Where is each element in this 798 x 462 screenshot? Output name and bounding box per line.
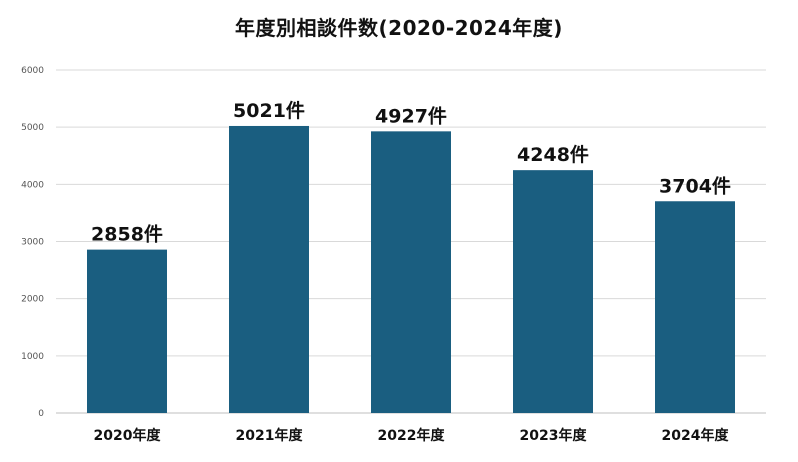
x-tick-label: 2021年度 bbox=[236, 427, 304, 444]
chart-title: 年度別相談件数(2020-2024年度) bbox=[235, 16, 563, 40]
data-label: 4248件 bbox=[517, 143, 589, 166]
data-label: 5021件 bbox=[233, 99, 305, 122]
x-tick-label: 2022年度 bbox=[378, 427, 446, 444]
bar bbox=[513, 170, 593, 413]
y-tick-label: 6000 bbox=[21, 66, 44, 76]
x-tick-label: 2023年度 bbox=[520, 427, 588, 444]
bar bbox=[371, 131, 451, 413]
data-label: 2858件 bbox=[91, 223, 163, 246]
data-label: 3704件 bbox=[659, 174, 731, 197]
y-tick-label: 4000 bbox=[21, 180, 44, 190]
y-tick-label: 1000 bbox=[21, 352, 44, 362]
y-tick-label: 5000 bbox=[21, 123, 44, 133]
y-tick-label: 0 bbox=[38, 409, 44, 419]
data-label: 4927件 bbox=[375, 104, 447, 127]
bar bbox=[229, 125, 309, 414]
x-tick-label: 2024年度 bbox=[662, 427, 730, 444]
bar bbox=[87, 249, 167, 413]
x-tick-label: 2020年度 bbox=[94, 427, 162, 444]
bar bbox=[655, 201, 735, 413]
y-tick-label: 2000 bbox=[21, 295, 44, 305]
y-tick-label: 3000 bbox=[21, 238, 44, 248]
